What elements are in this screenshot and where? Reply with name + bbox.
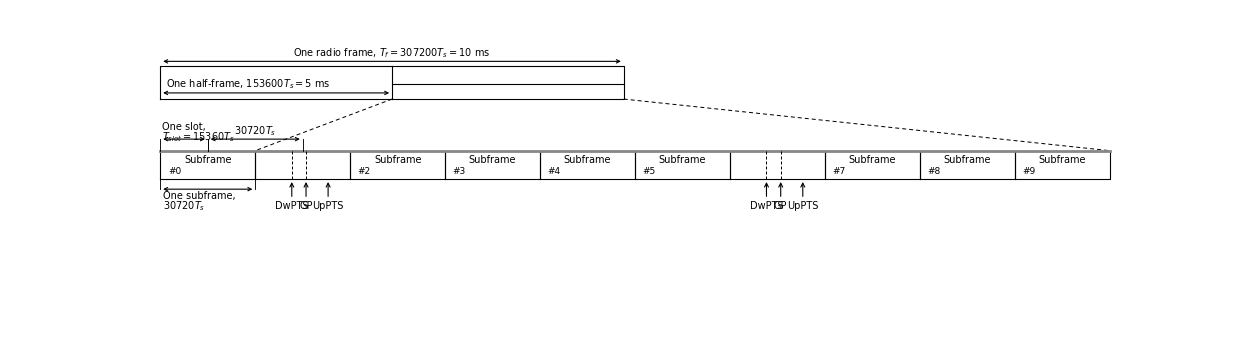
Text: #7: #7 [833,167,846,176]
Text: $30720T_s$: $30720T_s$ [234,124,276,138]
Text: #5: #5 [643,167,655,176]
Text: GP: GP [300,201,312,211]
Text: $T_{slot}=15360T_s$: $T_{slot}=15360T_s$ [162,131,234,144]
Text: GP: GP [774,201,788,211]
Text: DwPTS: DwPTS [750,201,783,211]
Text: Subframe: Subframe [849,155,896,165]
Text: #8: #8 [928,167,940,176]
Text: Subframe: Subframe [564,155,611,165]
Text: Subframe: Subframe [1038,155,1085,165]
Text: #9: #9 [1022,167,1036,176]
Text: #4: #4 [548,167,561,176]
Text: One subframe,: One subframe, [164,191,235,201]
Text: One half-frame, $153600T_s = 5$ ms: One half-frame, $153600T_s = 5$ ms [166,78,330,91]
Text: #2: #2 [358,167,370,176]
Text: One radio frame, $T_f = 307200T_s = 10$ ms: One radio frame, $T_f = 307200T_s = 10$ … [294,46,491,60]
Text: UpPTS: UpPTS [312,201,343,211]
Text: One slot,: One slot, [162,122,206,132]
Text: #0: #0 [169,167,181,176]
Text: Subframe: Subframe [659,155,706,165]
Text: Subframe: Subframe [374,155,421,165]
Text: UpPTS: UpPTS [787,201,819,211]
Text: DwPTS: DwPTS [275,201,309,211]
Text: Subframe: Subframe [185,155,232,165]
Text: Subframe: Subframe [468,155,517,165]
Text: #3: #3 [452,167,466,176]
Text: $30720T_s$: $30720T_s$ [164,199,206,213]
Text: Subframe: Subframe [944,155,991,165]
